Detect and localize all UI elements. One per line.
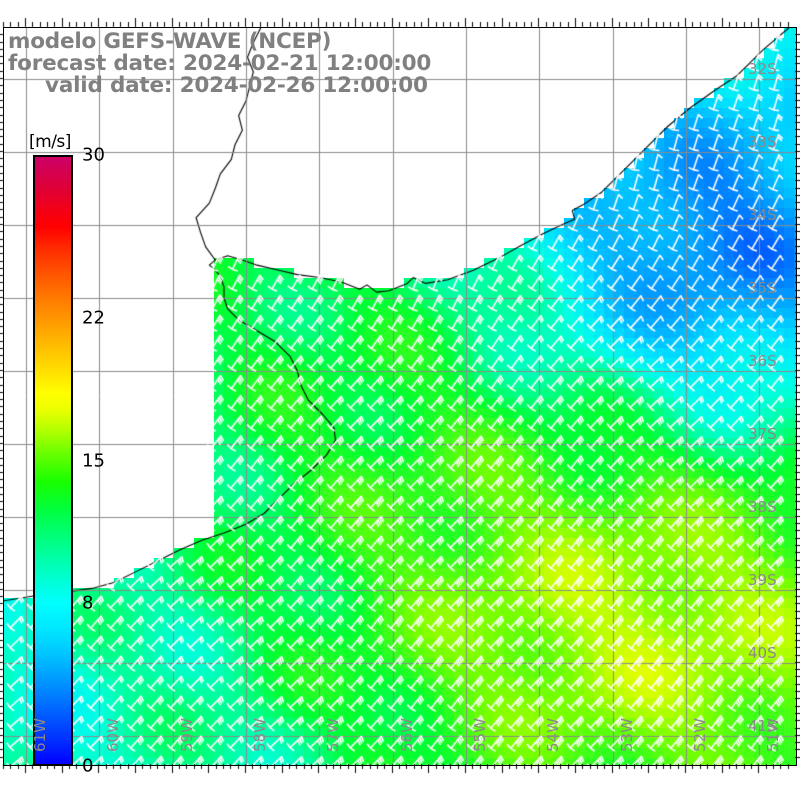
lon-label-60W: 60W: [104, 718, 123, 752]
lat-label-34S: 34S: [748, 206, 777, 225]
colorbar-unit-label: [m/s]: [29, 132, 71, 152]
lat-label-35S: 35S: [748, 278, 777, 297]
map-plot-area: [3, 27, 797, 766]
model-title: modelo GEFS-WAVE (NCEP): [8, 29, 332, 54]
colorbar-tick-22: 22: [82, 307, 105, 329]
colorbar-tick-15: 15: [82, 450, 105, 471]
wind-barb-layer: [4, 28, 796, 765]
lon-label-52W: 52W: [691, 718, 709, 752]
lat-label-40S: 40S: [748, 643, 777, 662]
lon-label-57W: 57W: [324, 718, 343, 752]
lon-label-61W: 61W: [31, 718, 49, 752]
colorbar-tick-0: 0: [82, 755, 94, 777]
lon-label-55W: 55W: [471, 718, 489, 752]
colorbar: [33, 155, 73, 766]
lon-label-58W: 58W: [251, 718, 269, 752]
colorbar-tick-8: 8: [82, 592, 94, 614]
lat-label-32S: 32S: [748, 60, 777, 79]
lat-label-39S: 39S: [748, 570, 777, 589]
lat-label-36S: 36S: [748, 351, 777, 370]
colorbar-tick-30: 30: [82, 144, 105, 166]
colorbar-gradient: [33, 155, 73, 766]
lat-label-41S: 41S: [748, 716, 777, 735]
lon-label-56W: 56W: [397, 718, 416, 752]
lat-label-38S: 38S: [748, 497, 777, 516]
lon-label-54W: 54W: [544, 718, 563, 752]
lat-label-37S: 37S: [748, 424, 777, 443]
lon-label-59W: 59W: [177, 718, 196, 752]
lon-label-53W: 53W: [617, 718, 636, 752]
forecast-date-label: forecast date: 2024-02-21 12:00:00: [8, 51, 432, 76]
valid-date-label: valid date: 2024-02-26 12:00:00: [45, 73, 428, 98]
lat-label-33S: 33S: [748, 133, 777, 152]
